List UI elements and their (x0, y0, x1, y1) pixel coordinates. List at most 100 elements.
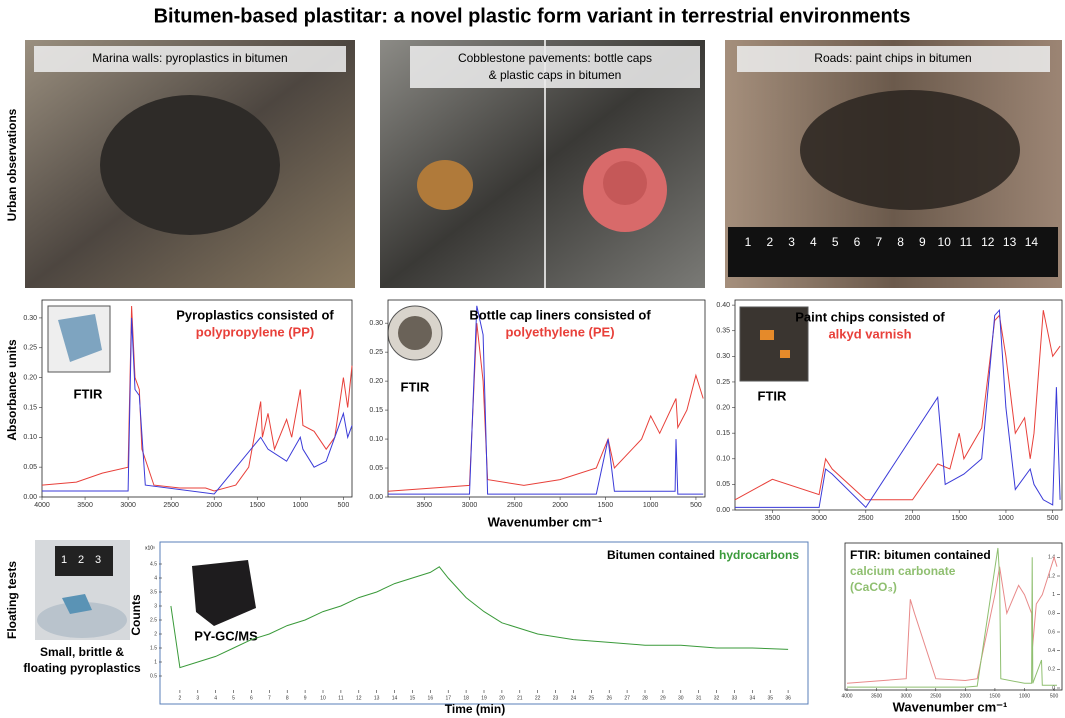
y-tick-label: 3.5 (150, 589, 157, 595)
y-tick-label: 0 (1052, 685, 1055, 691)
plot-frame (387, 299, 706, 498)
inset-sample (58, 314, 102, 362)
x-tick-label: 5 (232, 695, 235, 701)
x-tick-label: 34 (750, 695, 756, 701)
x-tick-label: 2000 (552, 502, 568, 509)
x-tick-label: 500 (1050, 693, 1059, 699)
title: Bitumen-based plastitar: a novel plastic… (154, 5, 911, 27)
inset-sample (398, 316, 432, 350)
bottle-cap (417, 160, 473, 210)
x-tick-label: 1500 (989, 693, 1000, 699)
x-tick-label: 3 (196, 695, 199, 701)
inset-sample (192, 560, 256, 626)
x-tick-label: 2500 (163, 502, 179, 509)
x-tick-label: 500 (1047, 515, 1059, 522)
x-tick-label: 29 (660, 695, 666, 701)
x-tick-label: 2500 (930, 693, 941, 699)
ruler-number: 8 (897, 235, 904, 249)
y-tick-label: 0.15 (369, 407, 383, 414)
y-tick-label: 3 (154, 603, 157, 609)
x-tick-label: 31 (696, 695, 702, 701)
ruler-number: 1 (745, 235, 752, 249)
y-tick-label: 0.4 (1048, 648, 1055, 654)
caption: Bottle cap liners consisted of (469, 307, 651, 322)
y-tick-label: 0.15 (23, 404, 37, 411)
plastic-cap (603, 161, 647, 205)
caption: Small, brittle & (40, 645, 124, 659)
plot-frame (41, 299, 353, 498)
x-tick-label: 1000 (293, 502, 309, 509)
y-tick-label: 1.4 (1048, 555, 1055, 561)
caption-highlight: alkyd varnish (828, 326, 911, 341)
inset-label: FTIR (74, 386, 103, 401)
ruler (728, 227, 1058, 277)
x-tick-label: 2500 (858, 515, 874, 522)
spectrum-line (846, 555, 1058, 684)
y-scale-label: x10⁵ (145, 545, 155, 551)
x-tick-label: 19 (481, 695, 487, 701)
x-tick-label: 25 (589, 695, 595, 701)
floating-sample (62, 594, 92, 614)
x-tick-label: 2500 (507, 502, 523, 509)
x-tick-label: 12 (356, 695, 362, 701)
y-tick-label: 4.5 (150, 561, 157, 567)
photo-caption: Roads: paint chips in bitumen (814, 51, 971, 65)
y-tick-label: 0.05 (369, 465, 383, 472)
y-tick-label: 0.2 (1048, 667, 1055, 673)
x-tick-label: 4000 (34, 502, 50, 509)
x-tick-label: 1000 (998, 515, 1014, 522)
x-tick-label: 16 (428, 695, 434, 701)
x-tick-label: 18 (463, 695, 469, 701)
inset-label: PY-GC/MS (194, 628, 258, 643)
y-tick-label: 0.30 (369, 320, 383, 327)
x-tick-label: 7 (268, 695, 271, 701)
ruler-number: 4 (810, 235, 817, 249)
paint-stain (800, 90, 1020, 210)
x-tick-label: 1500 (598, 502, 614, 509)
x-tick-label: 3000 (811, 515, 827, 522)
photo-caption: Cobblestone pavements: bottle caps (458, 51, 652, 65)
ruler-number: 14 (1025, 235, 1039, 249)
x-tick-label: 27 (624, 695, 630, 701)
caption-highlight: polypropylene (PP) (196, 324, 314, 339)
y-tick-label: 4 (154, 575, 157, 581)
x-tick-label: 14 (392, 695, 398, 701)
caption: Bitumen contained (607, 548, 715, 562)
y-tick-label: 0.10 (716, 456, 730, 463)
ruler-number: 10 (938, 235, 952, 249)
x-tick-label: 36 (785, 695, 791, 701)
y-tick-label: 1.5 (150, 645, 157, 651)
photo-detail (100, 95, 280, 235)
x-tick-label: 500 (338, 502, 350, 509)
row-label: Floating tests (5, 561, 19, 639)
x-tick-label: 3500 (871, 693, 882, 699)
x-axis-label: Wavenumber cm⁻¹ (488, 514, 603, 529)
y-tick-label: 1 (1052, 592, 1055, 598)
x-tick-label: 35 (767, 695, 773, 701)
plot-frame (844, 542, 1063, 691)
ruler-number: 13 (1003, 235, 1017, 249)
caption-highlight: polyethylene (PE) (505, 324, 614, 339)
caption-band (34, 46, 346, 72)
y-tick-label: 0.05 (23, 464, 37, 471)
x-tick-label: 500 (690, 502, 702, 509)
ruler-number: 9 (919, 235, 926, 249)
x-tick-label: 3500 (77, 502, 93, 509)
caption: floating pyroplastics (23, 661, 141, 675)
x-tick-label: 17 (445, 695, 451, 701)
y-tick-label: 0.10 (23, 434, 37, 441)
y-tick-label: 1 (154, 659, 157, 665)
ruler (55, 546, 113, 576)
caption-highlight: calcium carbonate (850, 564, 956, 578)
ruler-number: 3 (788, 235, 795, 249)
caption: Paint chips consisted of (795, 309, 945, 324)
x-tick-label: 1000 (1019, 693, 1030, 699)
ruler-number: 6 (854, 235, 861, 249)
x-tick-label: 21 (517, 695, 523, 701)
y-tick-label: 0.25 (716, 379, 730, 386)
caption-band (737, 46, 1050, 72)
x-axis-label: Wavenumber cm⁻¹ (893, 699, 1008, 714)
x-tick-label: 1500 (951, 515, 967, 522)
caption: FTIR: bitumen contained (850, 548, 991, 562)
y-tick-label: 0.00 (716, 507, 730, 514)
